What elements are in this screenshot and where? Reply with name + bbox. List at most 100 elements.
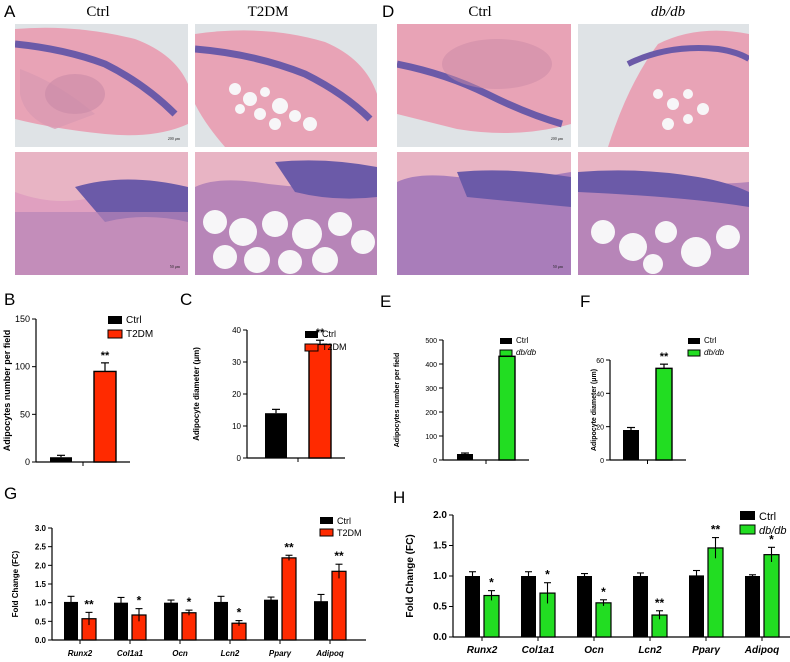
x-tick-label: Adipoq xyxy=(744,645,779,656)
bar-ctrl xyxy=(689,575,704,637)
y-tick-label: 0.0 xyxy=(35,636,47,645)
bar-dbdb xyxy=(763,554,780,638)
bar-ctrl xyxy=(521,576,536,637)
y-tick-label: 40 xyxy=(232,326,241,335)
histology-dbdb-high xyxy=(578,152,749,275)
y-axis-label: Adipocyte diameter (μm) xyxy=(192,347,201,441)
x-tick-label: Ocn xyxy=(584,645,603,656)
y-axis-label: Adipocyte diameter (μm) xyxy=(591,369,598,451)
bar-ctrl xyxy=(314,601,328,640)
legend-label: db/db xyxy=(516,348,537,357)
legend-label: Ctrl xyxy=(704,336,717,345)
y-tick-label: 1.5 xyxy=(433,541,447,552)
legend-swatch xyxy=(108,316,122,324)
legend-swatch xyxy=(687,349,701,357)
significance-marker: ** xyxy=(660,351,669,363)
histology-ctrl-a-high: 50 μm xyxy=(15,152,188,275)
scale-bar-label: 200 μm xyxy=(550,136,563,141)
histology-t2dm-high xyxy=(195,152,377,275)
bar-ctrl xyxy=(264,599,278,640)
x-tick-label: Pparγ xyxy=(692,645,721,656)
panel-letter-f: F xyxy=(580,292,591,311)
bar-t2dm xyxy=(93,370,117,463)
y-tick-label: 1.0 xyxy=(35,599,47,608)
y-tick-label: 0.0 xyxy=(433,632,447,643)
panel-letter-c: C xyxy=(180,290,193,309)
x-tick-label: Ocn xyxy=(172,649,188,658)
legend-label: Ctrl xyxy=(759,511,776,523)
y-tick-label: 3.0 xyxy=(35,524,47,533)
y-tick-label: 1.0 xyxy=(433,571,447,582)
bar-ctrl xyxy=(623,430,639,460)
y-tick-label: 2.0 xyxy=(433,510,447,521)
legend-swatch xyxy=(500,338,512,344)
y-tick-label: 100 xyxy=(425,434,437,441)
bar-t2dm xyxy=(308,343,332,459)
y-tick-label: 0 xyxy=(433,458,437,465)
y-tick-label: 20 xyxy=(596,425,604,432)
y-tick-label: 2.5 xyxy=(35,543,47,552)
panel-letter-d: D xyxy=(382,2,395,21)
y-tick-label: 0 xyxy=(237,454,242,463)
significance-marker: * xyxy=(545,568,550,582)
chart-g-fold-change: 0.0 0.5 1.0 1.5 2.0 2.5 3.0 Fold Change (FC) Run… xyxy=(11,516,366,658)
histology-dbdb-low xyxy=(578,24,749,147)
column-title-ctrl-d: Ctrl xyxy=(468,4,492,20)
panel-letter-b: B xyxy=(4,290,16,309)
bar-ctrl xyxy=(50,457,72,462)
x-tick-label: Lcn2 xyxy=(221,649,240,658)
y-tick-label: 100 xyxy=(15,362,30,372)
significance-marker: ** xyxy=(84,597,94,611)
significance-marker: * xyxy=(601,585,606,599)
scale-bar-label: 200 μm xyxy=(167,136,180,141)
bar-ctrl xyxy=(457,454,473,460)
histology-ctrl-d-low: 200 μm xyxy=(397,24,571,147)
significance-marker: * xyxy=(137,594,142,608)
x-tick-label: Runx2 xyxy=(68,649,93,658)
bar-ctrl xyxy=(265,413,287,458)
y-axis-label: Fold Change (FC) xyxy=(405,534,416,617)
y-axis-label: Adipocytes number per field xyxy=(394,353,401,448)
column-title-ctrl-a: Ctrl xyxy=(86,4,110,20)
bar-dbdb xyxy=(483,594,500,638)
legend-label: Ctrl xyxy=(126,315,142,326)
y-tick-label: 0 xyxy=(25,457,30,467)
histology-ctrl-d-high: 50 μm xyxy=(397,152,571,275)
y-tick-label: 200 xyxy=(425,410,437,417)
significance-marker: * xyxy=(237,606,242,620)
significance-marker: ** xyxy=(284,540,294,554)
y-axis-label: Fold Change (FC) xyxy=(11,550,20,617)
significance-marker: * xyxy=(489,576,494,590)
column-title-dbdb: db/db xyxy=(650,4,686,20)
bar-ctrl xyxy=(214,601,228,640)
x-tick-label: Adipoq xyxy=(315,649,344,658)
significance-marker: ** xyxy=(711,523,721,537)
bar-ctrl xyxy=(465,576,480,637)
legend-swatch xyxy=(688,338,700,344)
bar-t2dm xyxy=(181,612,197,641)
legend-swatch xyxy=(319,528,334,537)
significance-marker: ** xyxy=(655,596,665,610)
legend-swatch xyxy=(740,511,755,520)
y-tick-label: 40 xyxy=(596,391,604,398)
chart-h-fold-change: 0.0 0.5 1.0 1.5 2.0 Fold Change (FC) Runx2 * Col… xyxy=(405,510,790,656)
histology-ctrl-a-low: 200 μm xyxy=(15,24,188,147)
panel-letter-a: A xyxy=(4,2,16,21)
y-tick-label: 400 xyxy=(425,362,437,369)
bar-t2dm xyxy=(281,557,297,641)
y-tick-label: 1.5 xyxy=(35,580,47,589)
legend-swatch xyxy=(739,524,756,535)
bar-dbdb xyxy=(707,547,724,638)
scale-bar-label: 50 μm xyxy=(169,264,180,269)
legend-label: T2DM xyxy=(337,528,362,538)
legend-label: db/db xyxy=(704,348,725,357)
y-tick-label: 10 xyxy=(232,422,241,431)
legend-label: T2DM xyxy=(322,342,347,352)
column-title-t2dm: T2DM xyxy=(247,4,289,20)
legend-label: db/db xyxy=(759,525,787,537)
chart-c-adipocyte-diameter: 0 10 20 30 40 Adipocyte diameter (μm) **Ctrl T2… xyxy=(192,326,347,463)
bar-dbdb xyxy=(498,355,516,461)
bar-ctrl xyxy=(633,576,648,637)
bar-t2dm xyxy=(331,570,347,641)
significance-marker: ** xyxy=(101,350,110,362)
